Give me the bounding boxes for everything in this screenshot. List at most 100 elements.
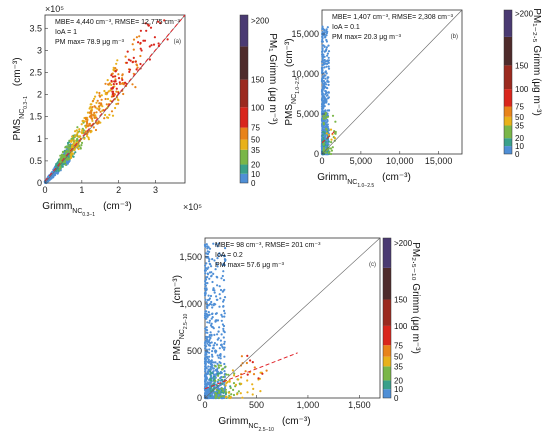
data-point (221, 345, 224, 348)
data-point (205, 360, 209, 363)
data-point (222, 300, 225, 303)
colorbar-tick-label: 0 (251, 179, 256, 188)
data-point (223, 340, 226, 343)
data-point (265, 369, 268, 372)
data-point (221, 315, 224, 318)
data-point (208, 383, 211, 386)
colorbar-tick-label: 100 (251, 103, 265, 112)
data-point (322, 115, 325, 118)
colorbar-tick-label: >200 (251, 17, 270, 26)
data-point (204, 293, 207, 296)
data-point (222, 390, 225, 393)
colorbar-segment (383, 356, 391, 367)
data-point (132, 38, 136, 41)
data-point (325, 123, 328, 126)
data-point (212, 367, 215, 370)
data-point (206, 370, 210, 374)
data-point (95, 91, 98, 94)
data-point (220, 319, 223, 322)
colorbar-tick-label: 75 (394, 341, 403, 350)
data-point (219, 357, 222, 360)
data-point (326, 130, 329, 133)
data-point (117, 77, 121, 80)
data-point (326, 76, 329, 79)
data-point (225, 382, 228, 385)
data-point (211, 258, 214, 261)
data-point (228, 379, 231, 382)
data-point (220, 387, 223, 390)
stats-annotation: IoA = 0.2 (215, 252, 243, 259)
regression-line (321, 131, 335, 144)
data-point (233, 372, 236, 375)
data-point (215, 262, 218, 265)
data-point (206, 340, 209, 343)
data-point (203, 360, 207, 363)
data-point (106, 116, 109, 119)
colorbar-segment (504, 138, 512, 147)
data-point (212, 375, 215, 378)
data-point (229, 396, 232, 400)
data-point (217, 337, 220, 340)
data-point (90, 109, 93, 112)
colorbar-label: PM₁₋₂.₅ Grimm (μg m⁻³) (531, 8, 542, 116)
x-axis-label: GrimmNC2.5−10 (cm⁻³) (218, 416, 310, 433)
data-point (222, 375, 225, 379)
data-point (206, 276, 209, 279)
data-point (75, 144, 78, 147)
x-tick-label: 500 (249, 400, 264, 410)
data-point (72, 155, 75, 158)
data-point (218, 285, 221, 288)
data-point (210, 322, 213, 325)
data-point (212, 288, 215, 292)
colorbar-segment (240, 173, 248, 183)
data-point (214, 268, 217, 271)
data-point (323, 66, 326, 69)
data-point (207, 365, 210, 368)
data-point (205, 377, 208, 380)
data-point (107, 83, 110, 86)
data-point (48, 178, 51, 181)
data-point (220, 375, 223, 379)
data-point (76, 126, 79, 129)
data-point (329, 147, 332, 150)
data-point (325, 34, 328, 37)
data-point (122, 92, 125, 96)
data-point (223, 355, 226, 358)
data-point (324, 151, 327, 154)
data-point (322, 136, 325, 139)
data-point (121, 73, 124, 76)
data-point (103, 89, 106, 93)
data-point (237, 390, 240, 393)
data-point (92, 126, 95, 129)
data-point (327, 44, 330, 47)
data-point (209, 367, 212, 371)
data-point (261, 372, 264, 375)
x-tick-label: 1,500 (348, 400, 371, 410)
y-label-sub: NC (19, 109, 26, 119)
colorbar-tick-label: 75 (251, 124, 260, 133)
data-point (94, 128, 98, 132)
data-point (223, 362, 226, 366)
y-label-sub: NC (179, 329, 186, 339)
data-point (206, 342, 209, 345)
data-point (208, 338, 211, 341)
data-point (216, 381, 219, 384)
colorbar-segment (240, 107, 248, 128)
data-point (215, 295, 218, 298)
data-point (88, 124, 91, 127)
data-point (68, 143, 71, 146)
data-point (114, 75, 117, 78)
data-point (323, 110, 326, 113)
data-point (212, 382, 215, 385)
data-point (220, 254, 223, 257)
data-point (115, 90, 118, 93)
data-point (223, 309, 226, 312)
data-point (131, 61, 134, 64)
data-point (74, 130, 77, 133)
data-point (323, 148, 326, 151)
data-point (72, 147, 75, 150)
x-label-sub: NC (347, 179, 357, 186)
data-point (204, 331, 207, 334)
